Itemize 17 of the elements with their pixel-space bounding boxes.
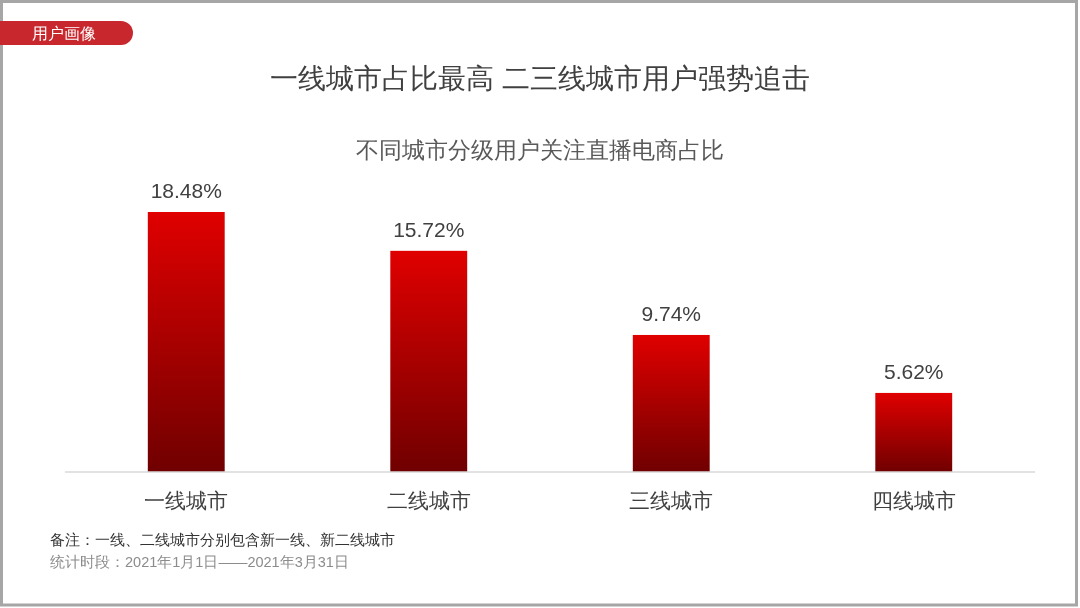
bar [632, 334, 710, 472]
x-tick-label: 四线城市 [871, 489, 956, 512]
x-tick-label: 三线城市 [629, 489, 714, 512]
data-label: 18.48% [150, 179, 222, 202]
bar [875, 392, 953, 472]
x-tick-label: 一线城市 [144, 489, 229, 512]
chart-subtitle: 不同城市分级用户关注直播电商占比 [356, 137, 724, 163]
text: 统计时段：2021年1月1日——2021年3月31日 [50, 554, 349, 570]
data-label: 5.62% [883, 359, 944, 383]
data-label: 15.72% [393, 217, 465, 241]
chart-title: 一线城市占比最高 二三线城市用户强势追击 [270, 63, 810, 94]
x-tick-label: 二线城市 [386, 489, 471, 512]
text: 备注：一线、二线城市分别包含新一线、新二线城市 [50, 532, 395, 548]
section-tag: 用户画像 [0, 21, 133, 45]
bar [147, 212, 225, 472]
data-label: 9.74% [641, 301, 702, 325]
bar [390, 250, 468, 472]
